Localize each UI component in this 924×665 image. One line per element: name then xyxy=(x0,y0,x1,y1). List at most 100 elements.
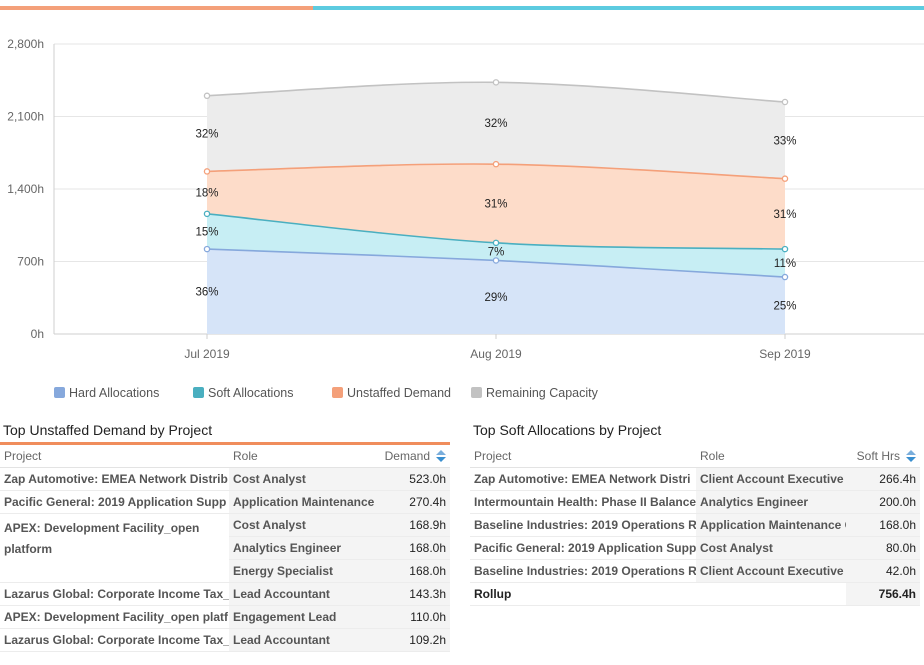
table-row[interactable]: Lazarus Global: Corporate Income Tax_l Le… xyxy=(0,628,450,652)
data-label-soft-allocations: 7% xyxy=(488,247,505,259)
y-tick-label: 0h xyxy=(31,327,44,341)
column-header-demand[interactable]: Demand xyxy=(375,445,450,468)
data-label-remaining-capacity: 32% xyxy=(195,129,218,141)
table-row[interactable]: Zap Automotive: EMEA Network Distri Clien… xyxy=(470,467,920,491)
data-label-remaining-capacity: 33% xyxy=(773,135,796,147)
data-point-unstaffed-demand xyxy=(781,175,789,182)
table-row[interactable]: Pacific General: 2019 Application Supp Ap… xyxy=(0,490,450,514)
cell-role: Cost Analyst xyxy=(229,513,375,537)
table-row[interactable]: APEX: Development Facility_open platf Eng… xyxy=(0,605,450,629)
area-unstaffed-demand xyxy=(207,164,785,250)
data-point-hard-allocations xyxy=(492,257,500,264)
table-row[interactable]: Baseline Industries: 2019 Operations R Cl… xyxy=(470,559,920,583)
cell-project: APEX: Development Facility_open platf xyxy=(0,605,229,629)
cell-role: Client Account Executive xyxy=(696,467,846,491)
column-header-label: Soft Hrs xyxy=(856,449,900,463)
stacked-area-chart: 0h 700h 1,400h 2,100h 2,800h Jul 2019 Aug 2019… xyxy=(7,37,924,361)
panel-accent-rule xyxy=(470,442,920,445)
data-point-soft-allocations xyxy=(781,245,789,253)
legend-swatch-soft xyxy=(193,387,204,398)
rollup-empty-cell xyxy=(696,582,846,606)
sort-arrows-icon[interactable] xyxy=(906,450,916,462)
progress-bar-right xyxy=(313,6,924,10)
cell-demand: 110.0h xyxy=(375,605,450,629)
table-row[interactable]: Baseline Industries: 2019 Operations R Ap… xyxy=(470,513,920,537)
table-header-row: Project Role Demand xyxy=(0,445,450,468)
legend-label: Soft Allocations xyxy=(208,386,294,400)
y-tick-label: 1,400h xyxy=(7,182,44,196)
panel-title: Top Unstaffed Demand by Project xyxy=(3,422,213,438)
panel-accent-rule xyxy=(0,442,450,445)
data-point-soft-allocations xyxy=(203,210,211,218)
cell-project: Baseline Industries: 2019 Operations R xyxy=(470,559,696,583)
data-point-unstaffed-demand xyxy=(492,160,500,168)
data-label-hard-allocations: 25% xyxy=(773,301,796,313)
x-tick-label: Jul 2019 xyxy=(184,347,230,361)
legend-label: Remaining Capacity xyxy=(486,386,598,400)
area-remaining-capacity xyxy=(207,82,785,179)
table-row[interactable]: Energy Specialist 168.0h xyxy=(0,559,450,583)
unstaffed-demand-table: Project Role Demand Zap Automotive: EMEA… xyxy=(0,445,450,652)
table-row[interactable]: Analytics Engineer 168.0h xyxy=(0,536,450,560)
column-header-project[interactable]: Project xyxy=(0,445,229,468)
cell-project: Zap Automotive: EMEA Network Distrib xyxy=(0,467,229,491)
table-row[interactable]: Intermountain Health: Phase II Balanced A… xyxy=(470,490,920,514)
cell-demand: 168.9h xyxy=(375,513,450,537)
cell-project: Baseline Industries: 2019 Operations R xyxy=(470,513,696,537)
cell-role: Application Maintenance C xyxy=(696,513,846,537)
cell-role: Engagement Lead xyxy=(229,605,375,629)
column-header-soft-hrs[interactable]: Soft Hrs xyxy=(846,445,920,468)
data-label-soft-allocations: 11% xyxy=(774,258,796,270)
data-point-remaining-capacity xyxy=(781,98,789,106)
rollup-label: Rollup xyxy=(470,582,696,606)
data-point-hard-allocations xyxy=(781,273,789,281)
x-tick-label: Aug 2019 xyxy=(470,347,522,361)
column-header-role[interactable]: Role xyxy=(229,445,375,468)
rollup-row: Rollup 756.4h xyxy=(470,582,920,606)
data-label-hard-allocations: 29% xyxy=(484,292,507,304)
legend-item-unstaffed-demand[interactable]: Unstaffed Demand xyxy=(332,386,451,400)
table-row[interactable]: Pacific General: 2019 Application Supp Co… xyxy=(470,536,920,560)
unstaffed-demand-panel: Top Unstaffed Demand by Project Project … xyxy=(0,418,450,652)
cell-demand: 270.4h xyxy=(375,490,450,514)
panel-title: Top Soft Allocations by Project xyxy=(473,422,662,438)
cell-project: Pacific General: 2019 Application Supp xyxy=(470,536,696,560)
cell-role: Lead Accountant xyxy=(229,628,375,652)
cell-role: Analytics Engineer xyxy=(696,490,846,514)
cell-project: Lazarus Global: Corporate Income Tax_ xyxy=(0,582,229,606)
table-row[interactable]: Lazarus Global: Corporate Income Tax_ Lea… xyxy=(0,582,450,606)
cell-project: Zap Automotive: EMEA Network Distri xyxy=(470,467,696,491)
cell-role: Client Account Executive xyxy=(696,559,846,583)
cell-project: Intermountain Health: Phase II Balanced xyxy=(470,490,696,514)
cell-demand: 168.0h xyxy=(375,559,450,583)
cell-project: APEX: Development Facility_open platform xyxy=(0,513,229,583)
cell-demand: 168.0h xyxy=(375,536,450,560)
data-point-remaining-capacity xyxy=(203,92,211,100)
cell-project: Lazarus Global: Corporate Income Tax_l xyxy=(0,628,229,652)
cell-project: Pacific General: 2019 Application Supp xyxy=(0,490,229,514)
cell-role: Energy Specialist xyxy=(229,559,375,583)
cell-soft-hrs: 168.0h xyxy=(846,513,920,537)
column-header-project[interactable]: Project xyxy=(470,445,696,468)
legend-item-soft-allocations[interactable]: Soft Allocations xyxy=(193,386,293,400)
data-label-unstaffed-demand: 31% xyxy=(773,209,796,221)
column-header-role[interactable]: Role xyxy=(696,445,846,468)
soft-allocations-panel: Top Soft Allocations by Project Project … xyxy=(470,418,920,606)
table-row[interactable]: APEX: Development Facility_open platform… xyxy=(0,513,450,583)
legend-item-remaining-capacity[interactable]: Remaining Capacity xyxy=(471,386,598,400)
legend-swatch-remaining xyxy=(471,387,482,398)
sort-arrows-icon[interactable] xyxy=(436,450,446,462)
table-row[interactable]: Zap Automotive: EMEA Network Distrib Cost… xyxy=(0,467,450,491)
soft-allocations-table: Project Role Soft Hrs Zap Automotive: EM… xyxy=(470,445,920,606)
legend-swatch-hard xyxy=(54,387,65,398)
cell-soft-hrs: 42.0h xyxy=(846,559,920,583)
y-tick-label: 2,100h xyxy=(7,110,44,124)
table-header-row: Project Role Soft Hrs xyxy=(470,445,920,468)
legend-label: Unstaffed Demand xyxy=(347,386,451,400)
column-header-label: Demand xyxy=(384,449,430,463)
rollup-total: 756.4h xyxy=(846,582,920,606)
legend-swatch-unstaffed xyxy=(332,387,343,398)
data-label-hard-allocations: 36% xyxy=(195,287,218,299)
legend-item-hard-allocations[interactable]: Hard Allocations xyxy=(54,386,159,400)
cell-demand: 523.0h xyxy=(375,467,450,491)
